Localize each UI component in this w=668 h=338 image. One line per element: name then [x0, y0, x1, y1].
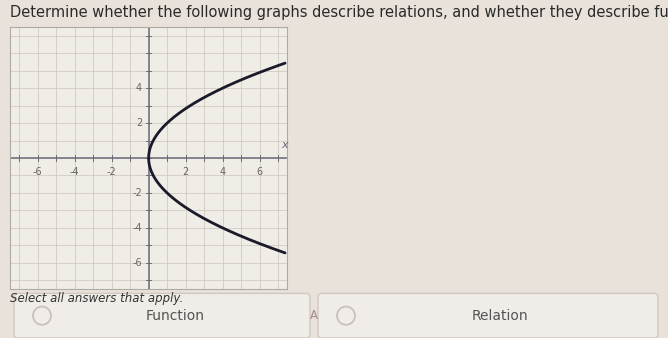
Text: -6: -6: [132, 258, 142, 268]
Text: Select all answers that apply.: Select all answers that apply.: [10, 292, 183, 305]
Text: -4: -4: [132, 223, 142, 233]
Text: 4: 4: [220, 167, 226, 177]
Text: A: A: [310, 309, 318, 322]
Text: x: x: [282, 140, 289, 150]
Text: -6: -6: [33, 167, 43, 177]
Text: 2: 2: [136, 118, 142, 128]
Text: -2: -2: [107, 167, 116, 177]
FancyBboxPatch shape: [318, 293, 658, 338]
Text: 4: 4: [136, 83, 142, 93]
Text: Function: Function: [146, 309, 204, 323]
Text: 2: 2: [182, 167, 189, 177]
Text: -2: -2: [132, 188, 142, 198]
Text: Relation: Relation: [472, 309, 528, 323]
Text: Determine whether the following graphs describe relations, and whether they desc: Determine whether the following graphs d…: [10, 5, 668, 20]
Text: 6: 6: [257, 167, 263, 177]
Text: -4: -4: [70, 167, 79, 177]
FancyBboxPatch shape: [14, 293, 310, 338]
